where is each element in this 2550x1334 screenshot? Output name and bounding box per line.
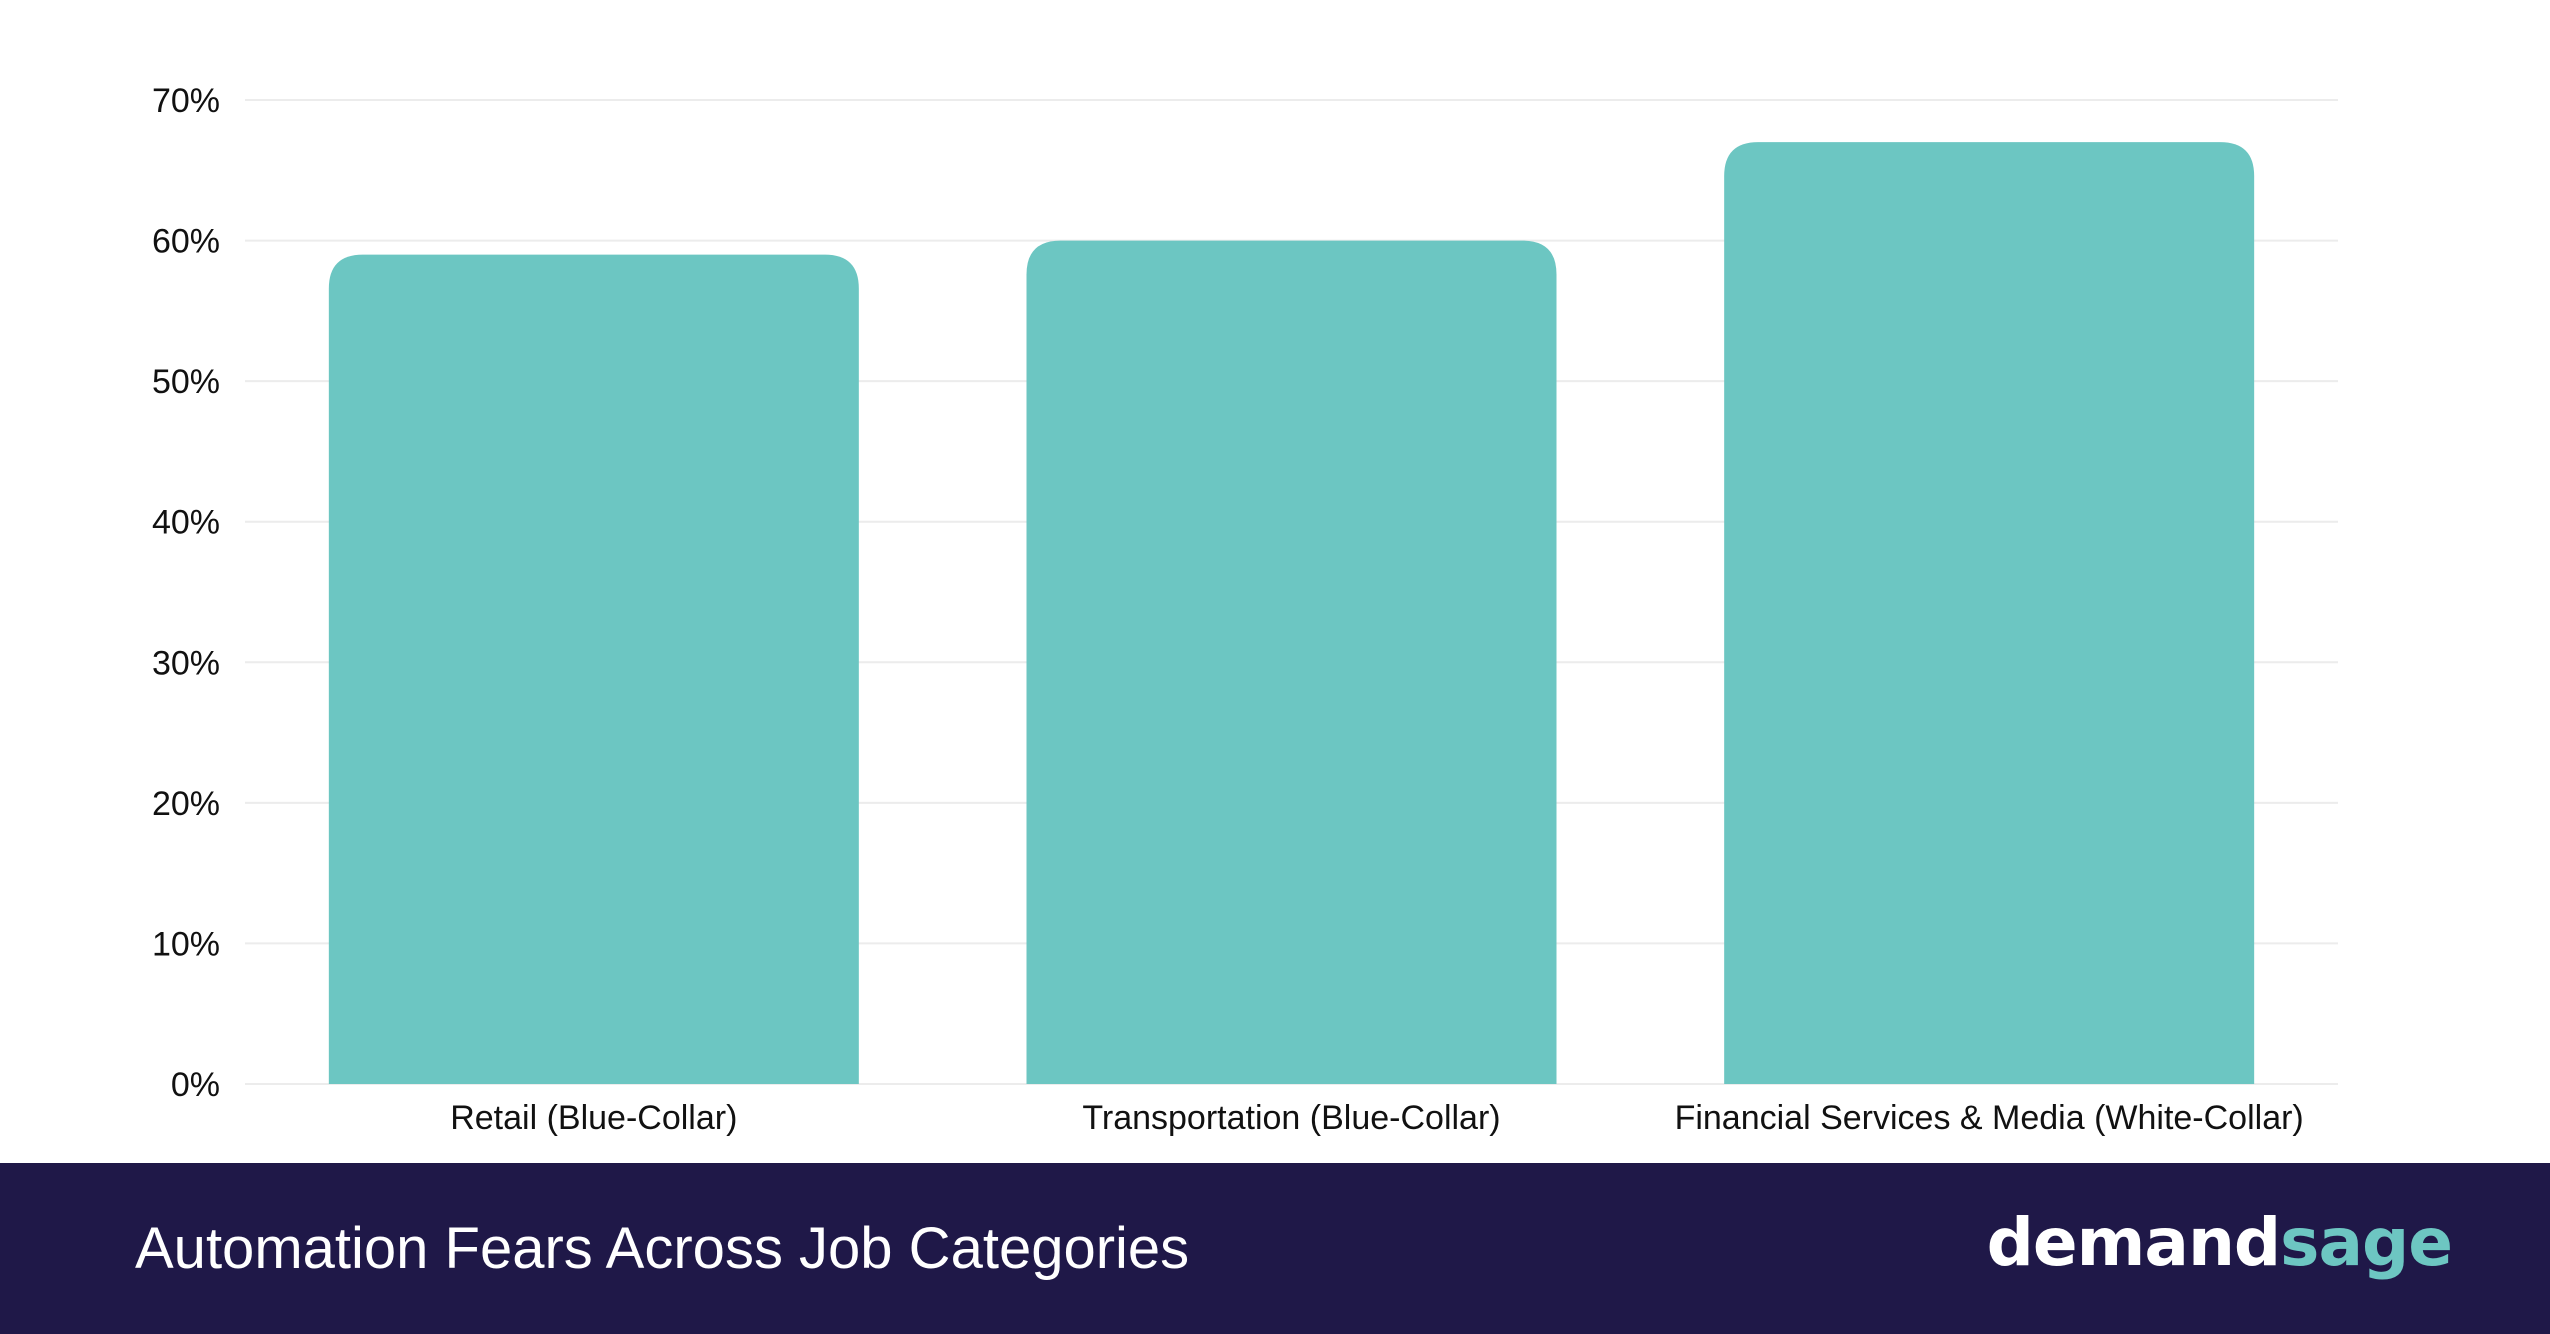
bars [328,142,2255,1085]
y-tick-label: 50% [152,363,220,401]
x-category-label: Retail (Blue-Collar) [450,1099,737,1137]
y-tick-label: 10% [152,925,220,963]
chart-title: Automation Fears Across Job Categories [135,1216,1190,1281]
x-axis-category-labels: Retail (Blue-Collar) Transportation (Blue… [450,1099,2304,1137]
y-tick-label: 20% [152,785,220,823]
x-category-label: Financial Services & Media (White-Collar… [1675,1099,2304,1137]
y-tick-label: 60% [152,223,220,261]
footer-banner: Automation Fears Across Job Categories d… [0,1163,2550,1334]
chart-area: 0% 10% 20% 30% 40% 50% 60% 70% Retail (Blue-Col… [152,82,2338,1137]
y-tick-label: 0% [171,1066,220,1104]
y-axis-tick-labels: 0% 10% 20% 30% 40% 50% 60% 70% [152,82,220,1104]
y-tick-label: 30% [152,644,220,682]
brand-logo: demandsage [1986,1163,2453,1334]
y-tick-label: 40% [152,504,220,542]
brand-logo-part-sage: sage [2280,1204,2453,1281]
bar [1026,240,1557,1085]
x-category-label: Transportation (Blue-Collar) [1082,1099,1500,1137]
bar [328,254,859,1085]
bar [1724,142,2255,1084]
y-tick-label: 70% [152,82,220,120]
brand-logo-part-demand: demand [1986,1204,2282,1281]
bar-chart: 0% 10% 20% 30% 40% 50% 60% 70% Retail (Blue-Col… [152,82,2338,1137]
